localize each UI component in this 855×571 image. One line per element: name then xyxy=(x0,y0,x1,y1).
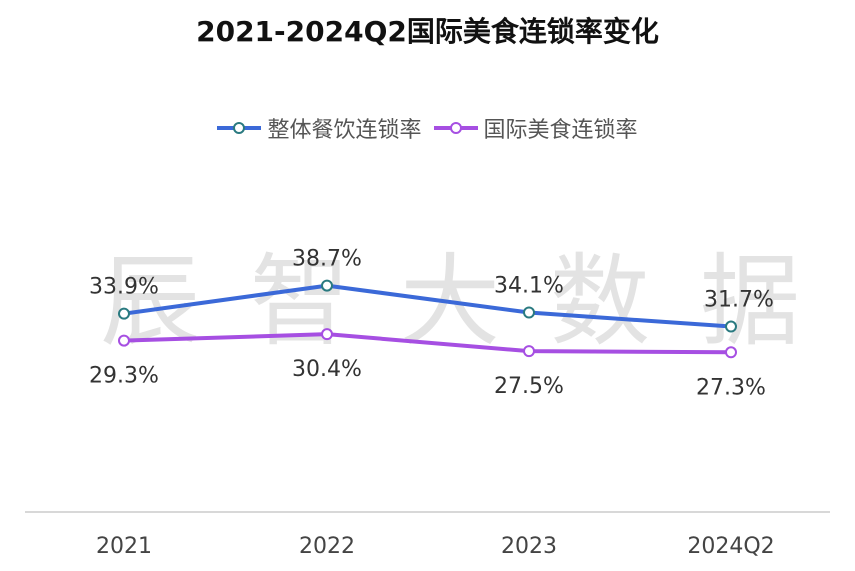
data-label: 34.1% xyxy=(494,274,564,299)
data-label: 38.7% xyxy=(292,247,362,272)
legend-item-intl[interactable]: 国际美食连锁率 xyxy=(433,112,638,144)
chart-title: 2021-2024Q2国际美食连锁率变化 xyxy=(196,15,659,48)
data-point xyxy=(725,320,737,333)
data-label: 30.4% xyxy=(292,357,362,382)
data-label: 27.5% xyxy=(494,374,564,399)
legend-item-overall[interactable]: 整体餐饮连锁率 xyxy=(217,112,422,144)
data-point xyxy=(118,334,130,347)
data-point xyxy=(523,306,535,319)
x-tick-label: 2023 xyxy=(501,534,557,559)
legend-marker-overall xyxy=(217,122,262,134)
series-line-1 xyxy=(123,332,732,355)
x-tick-label: 2022 xyxy=(299,534,355,559)
legend: 整体餐饮连锁率 国际美食连锁率 xyxy=(0,112,855,144)
legend-marker-intl xyxy=(433,122,478,134)
data-label: 29.3% xyxy=(89,364,159,389)
data-label: 31.7% xyxy=(704,288,774,313)
data-point xyxy=(523,345,535,358)
x-tick-label: 2024Q2 xyxy=(687,534,774,559)
data-point xyxy=(118,307,130,320)
series-line-0 xyxy=(123,283,732,329)
data-point xyxy=(321,279,333,292)
data-label: 33.9% xyxy=(89,275,159,300)
x-tick-label: 2021 xyxy=(96,534,152,559)
legend-label-overall: 整体餐饮连锁率 xyxy=(267,118,422,143)
data-point xyxy=(321,328,333,341)
data-point xyxy=(725,346,737,359)
legend-label-intl: 国际美食连锁率 xyxy=(483,118,638,143)
data-label: 27.3% xyxy=(696,375,766,400)
